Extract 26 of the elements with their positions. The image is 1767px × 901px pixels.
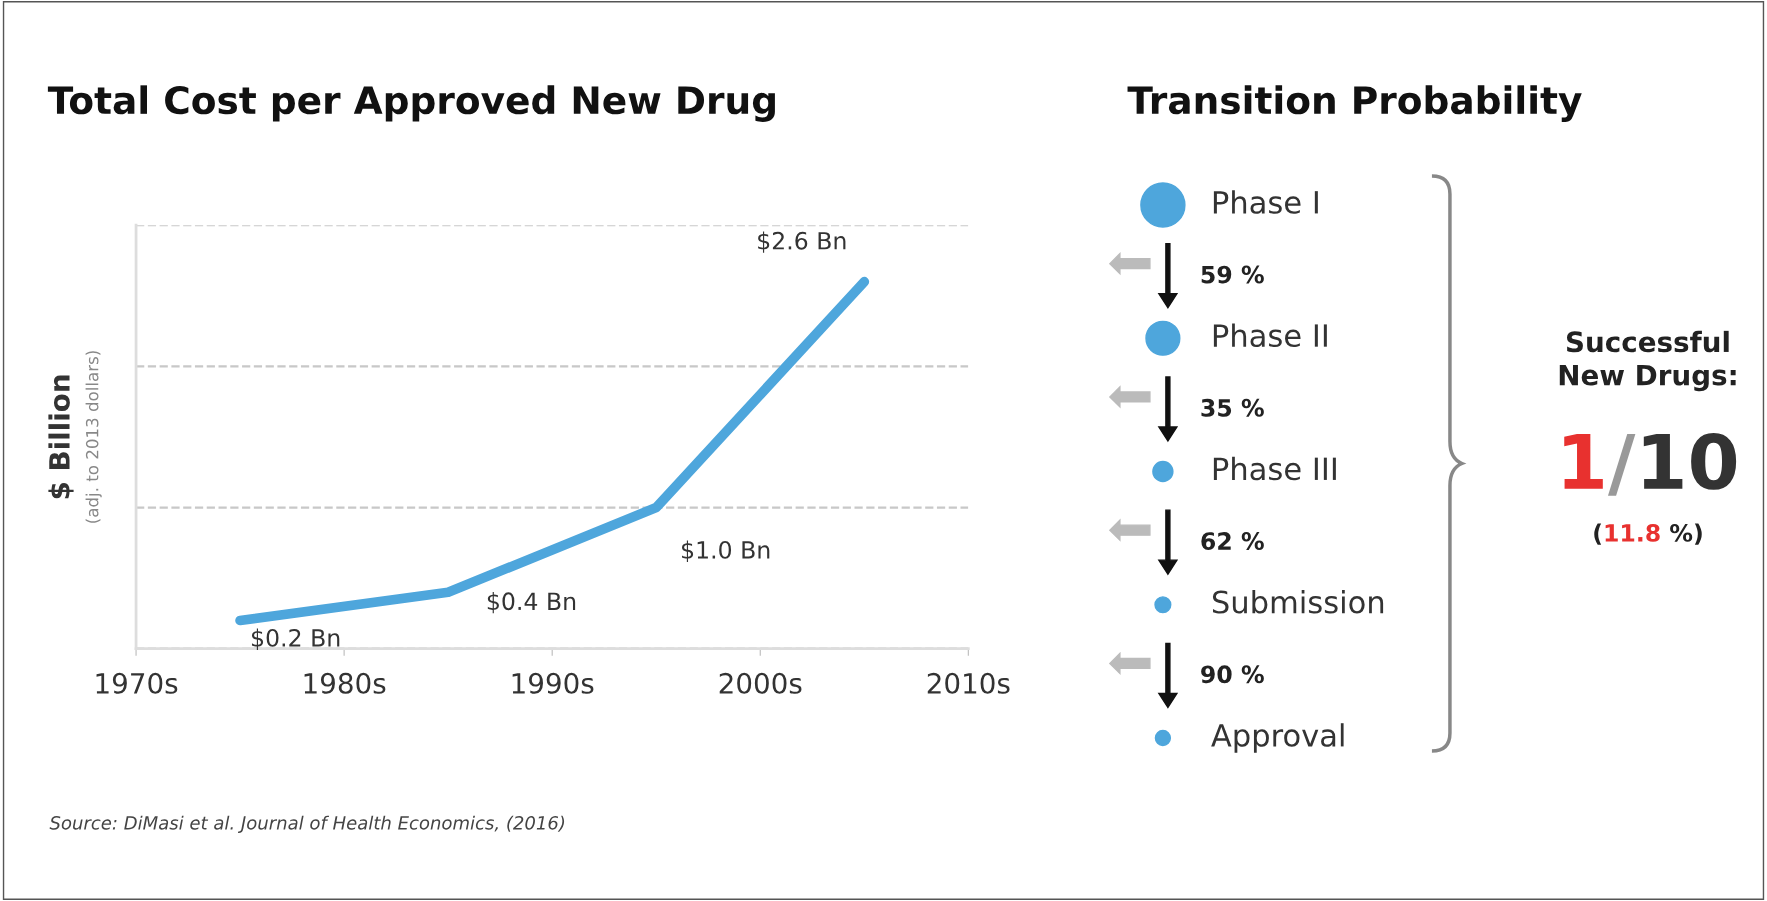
text: (11.8 %) [1594, 523, 1702, 545]
text: Successful New Drugs: [1559, 330, 1736, 392]
data-label: $0.4 Bn [487, 591, 576, 614]
data-label: 62 % [1201, 532, 1264, 550]
category-label: Submission [1212, 589, 1384, 614]
x-tick-label: 1990s [512, 672, 594, 694]
source-note: Source: DiMasi et al. Journal of Health Economics, (2016) [49, 815, 565, 834]
x-tick-label: 2010s [927, 672, 1010, 694]
category-label: Phase I [1213, 190, 1318, 214]
data-label: $1.0 Bn [682, 540, 770, 562]
category-label: Phase III [1213, 456, 1336, 481]
category-label: Approval [1211, 723, 1344, 753]
text: Transition Probability [1127, 85, 1582, 122]
chart-title: Total Cost per Approved New Drug [47, 85, 775, 122]
data-label: $0.2 Bn [251, 628, 340, 650]
text: (adj. to 2013 dollars) [85, 351, 102, 523]
data-label: 59 % [1201, 265, 1264, 284]
y-axis-title: $ Billion [48, 375, 74, 499]
data-label: $2.6 Bn [758, 231, 846, 253]
category-label: Phase II [1213, 323, 1327, 348]
text: 1/10 [1564, 433, 1737, 496]
data-label: 35 % [1201, 398, 1264, 417]
x-tick-label: 1980s [304, 672, 386, 694]
x-tick-label: 2000s [719, 672, 802, 694]
data-label: 90 % [1201, 665, 1264, 684]
x-tick-label: 1970s [96, 672, 178, 694]
